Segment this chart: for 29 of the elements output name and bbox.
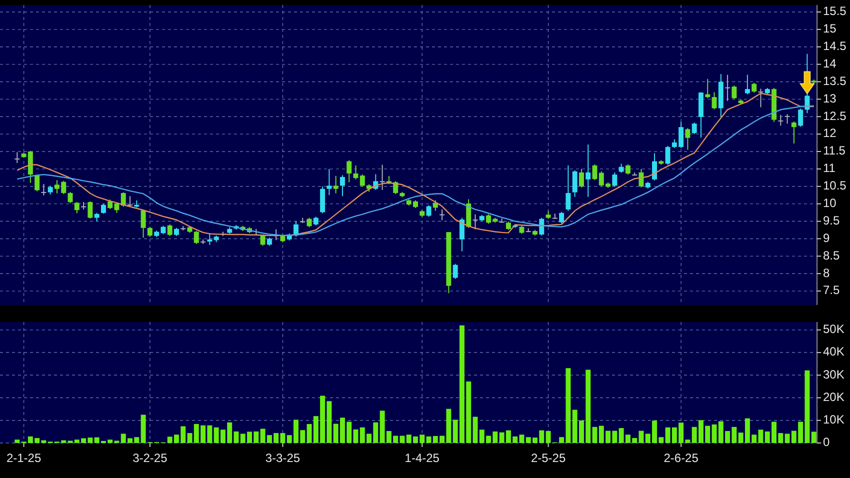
y-tick-label: 14 <box>823 56 837 70</box>
y-tick-label: 50K <box>823 322 844 336</box>
y-tick-label: 13.5 <box>823 74 847 88</box>
y-tick-label: 7.5 <box>823 283 840 298</box>
x-tick-label: 2-5-25 <box>530 451 566 465</box>
x-tick-label: 3-2-25 <box>132 451 168 465</box>
y-tick-label: 12 <box>823 126 837 140</box>
y-tick-label: 10 <box>823 196 837 210</box>
y-tick-label: 8 <box>823 266 830 280</box>
y-tick-label: 20K <box>823 390 844 404</box>
y-tick-label: 13 <box>823 91 837 106</box>
y-tick-label: 11 <box>823 161 836 176</box>
y-tick-label: 12.5 <box>823 108 847 123</box>
y-tick-label: 15.5 <box>823 4 847 18</box>
y-tick-label: 15 <box>823 22 837 36</box>
y-tick-label: 9 <box>823 230 830 245</box>
x-tick-label: 2-1-25 <box>6 451 42 465</box>
y-tick-label: 10K <box>823 412 844 427</box>
y-tick-label: 11.5 <box>823 144 846 158</box>
y-tick-label: 40K <box>823 344 844 359</box>
y-tick-label: 9.5 <box>823 213 840 228</box>
y-tick-label: 10.5 <box>823 178 847 193</box>
x-tick-label: 1-4-25 <box>404 451 440 465</box>
y-tick-label: 14.5 <box>823 39 847 54</box>
x-tick-label: 3-3-25 <box>265 451 300 465</box>
x-tick-label: 2-6-25 <box>664 451 699 465</box>
y-tick-label: 8.5 <box>823 248 840 262</box>
y-tick-label: 30K <box>823 367 844 382</box>
y-tick-label: 0 <box>823 435 830 450</box>
